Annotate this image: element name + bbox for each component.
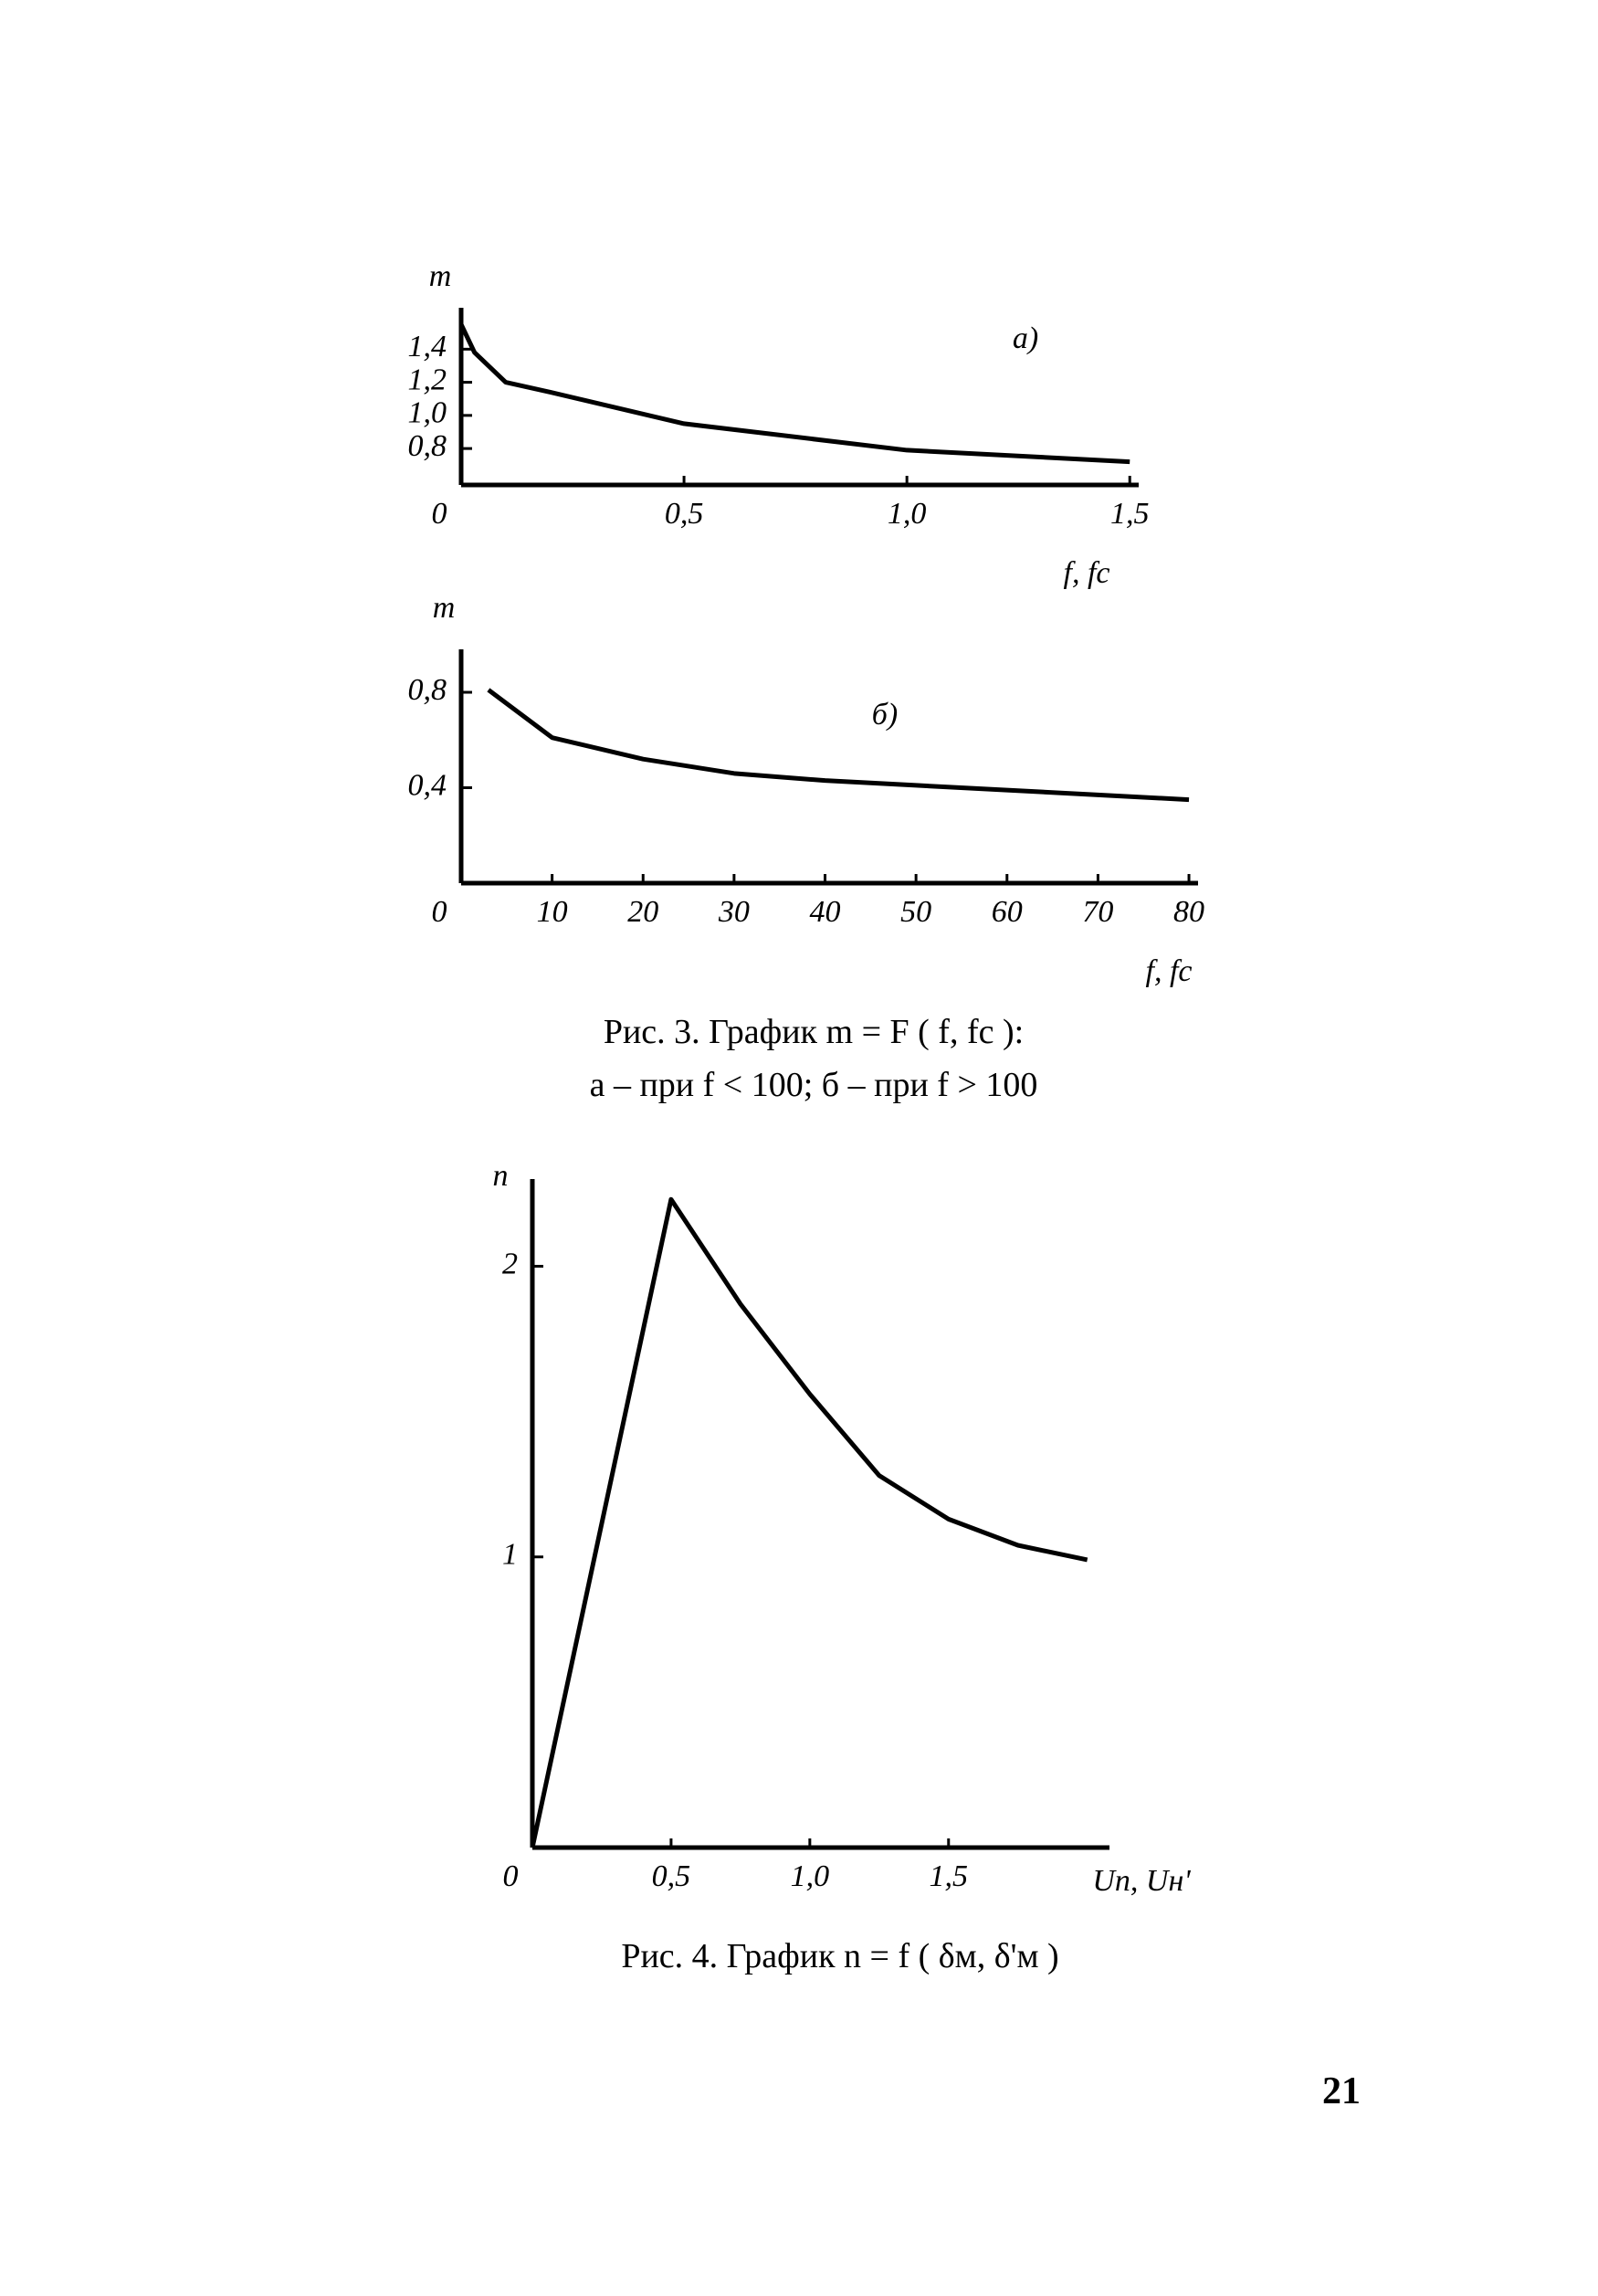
y-axis-label: m [433, 591, 456, 625]
y-tick-label: 1,2 [408, 363, 447, 396]
curve [487, 688, 1190, 803]
curve [530, 1196, 1088, 1848]
x-tick-label: 1,5 [930, 1859, 969, 1893]
y-tick-label: 1,0 [408, 396, 447, 430]
x-tick-label: 40 [810, 895, 841, 929]
page-number: 21 [1322, 2070, 1361, 2112]
y-tick-label: 1 [502, 1538, 518, 1572]
x-tick-label: 30 [718, 895, 750, 929]
x-axis-label: f, fc [1064, 556, 1110, 590]
x-tick-label: 0,5 [652, 1859, 691, 1893]
x-tick-label: 60 [992, 895, 1023, 929]
panel-label: б) [872, 698, 898, 732]
y-tick-label: 0,8 [408, 673, 447, 707]
y-tick-label: 0,8 [408, 429, 447, 463]
caption: а – при f < 100; б – при f > 100 [589, 1066, 1038, 1104]
y-axis-label: n [493, 1159, 509, 1193]
x-axis-label: f, fc [1146, 954, 1193, 988]
x-tick-label: 20 [627, 895, 658, 929]
y-tick-label: 2 [502, 1247, 518, 1280]
panel-label: а) [1013, 321, 1038, 355]
x-tick-label: 1,0 [888, 497, 927, 531]
x-tick-label: 0,5 [665, 497, 704, 531]
x-tick-label: 0 [432, 497, 447, 531]
x-tick-label: 70 [1082, 895, 1113, 929]
curve [458, 323, 1130, 465]
y-axis-label: m [429, 259, 452, 293]
x-axis-label: Uп, Uн' [1092, 1864, 1191, 1898]
x-tick-label: 0 [503, 1859, 519, 1893]
x-tick-label: 80 [1173, 895, 1204, 929]
x-tick-label: 50 [900, 895, 931, 929]
x-tick-label: 10 [537, 895, 568, 929]
x-tick-label: 1,5 [1110, 497, 1150, 531]
caption: Рис. 3. График m = F ( f, fc ): [603, 1013, 1025, 1051]
x-tick-label: 1,0 [791, 1859, 830, 1893]
y-tick-label: 1,4 [408, 330, 447, 363]
x-tick-label: 0 [432, 895, 447, 929]
y-tick-label: 0,4 [408, 768, 447, 802]
caption: Рис. 4. График n = f ( δм, δ'м ) [621, 1937, 1059, 1975]
